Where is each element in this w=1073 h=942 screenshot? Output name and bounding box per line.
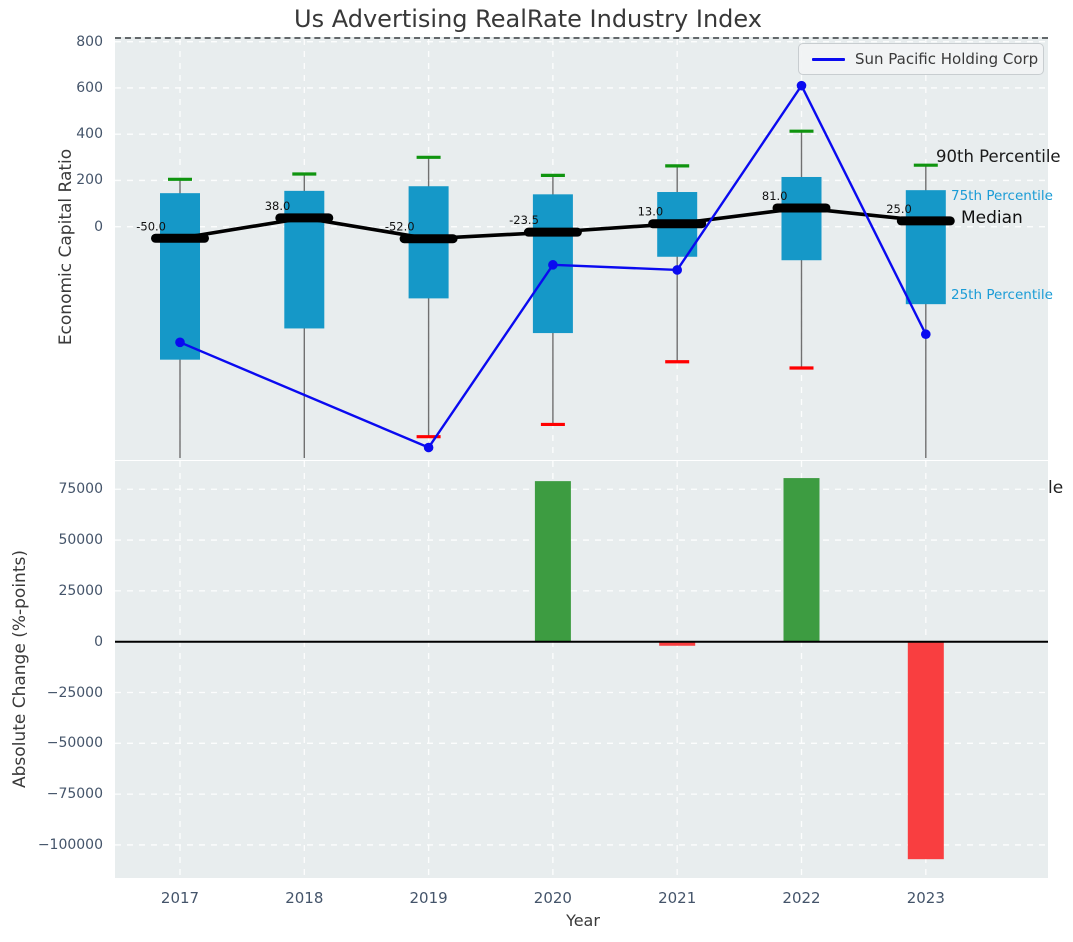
annotation-25th-percentile: 25th Percentile [951,287,1053,303]
bottom-ytick-75000: 75000 [58,481,103,498]
company-point-2019 [423,442,434,453]
annotation-90th-percentile: 90th Percentile [936,147,1061,166]
top-axes-boxplot: -50.0 38.0 -52.0 -23.5 13.0 81.0 25.0 [115,37,1048,460]
median-value-label-2021: 13.0 [638,205,664,219]
legend-line-swatch [812,57,845,61]
boxplot-canvas: -50.0 38.0 -52.0 -23.5 13.0 81.0 25.0 [115,39,1048,458]
change-bar-2023 [907,641,944,860]
box-2023 [905,190,946,305]
box-2017 [160,193,200,360]
median-marker-2019 [399,234,458,244]
bottom-ytick-50000: 50000 [58,532,103,549]
bottom-ytick--25000: −25000 [46,684,103,701]
median-value-label-2018: 38.0 [265,199,291,213]
bottom-ytick--50000: −50000 [46,735,103,752]
bottom-ytick-0: 0 [94,633,103,650]
top-ytick-600: 600 [76,79,103,96]
company-point-2020 [548,260,558,270]
median-marker-2023 [896,216,955,226]
change-bar-2021 [659,641,696,646]
median-marker-2017 [151,233,209,243]
bottom-y-axis-label: Absolute Change (%-points) [10,550,30,788]
annotation-75th-percentile: 75th Percentile [951,188,1053,204]
bottom-ytick-25000: 25000 [58,582,103,599]
company-line [179,83,927,450]
change-bar-2020 [534,481,571,642]
median-value-label-2023: 25.0 [886,202,912,216]
median-value-label-2017: -50.0 [136,219,166,233]
top-ytick-200: 200 [76,172,103,189]
x-axis-label: Year [566,911,600,930]
xtick-2019: 2019 [409,889,448,907]
legend: Sun Pacific Holding Corp [798,43,1044,75]
company-point-2017 [175,337,185,348]
median-value-label-2022: 81.0 [762,189,788,203]
median-marker-2018 [275,213,334,223]
top-ytick-0: 0 [94,218,103,235]
company-point-2021 [672,265,682,275]
xtick-2023: 2023 [906,889,945,907]
legend-label: Sun Pacific Holding Corp [855,50,1039,68]
top-ytick-400: 400 [76,126,103,143]
median-marker-2022 [772,203,831,213]
annotation-10th-percentile-clipped: le [1048,478,1064,498]
bottom-ytick--100000: −100000 [37,836,103,853]
xtick-2020: 2020 [533,889,572,907]
annotation-median: Median [961,208,1023,228]
bottom-ytick--75000: −75000 [46,786,103,803]
xtick-2022: 2022 [782,889,821,907]
bottom-axes-barchart [115,461,1048,878]
median-marker-2021 [648,219,707,229]
median-value-label-2019: -52.0 [385,220,415,234]
company-point-2022 [796,80,807,91]
xtick-2017: 2017 [160,889,200,907]
xtick-2018: 2018 [285,889,324,907]
barchart-canvas [115,461,1048,878]
median-value-label-2020: -23.5 [509,213,539,227]
company-point-2023 [921,329,931,340]
top-ytick-800: 800 [76,33,103,50]
chart-title: Us Advertising RealRate Industry Index [294,5,762,33]
median-marker-2020 [523,227,582,237]
xtick-2021: 2021 [658,889,697,907]
box-2022 [781,176,822,261]
change-bar-2022 [783,478,820,642]
